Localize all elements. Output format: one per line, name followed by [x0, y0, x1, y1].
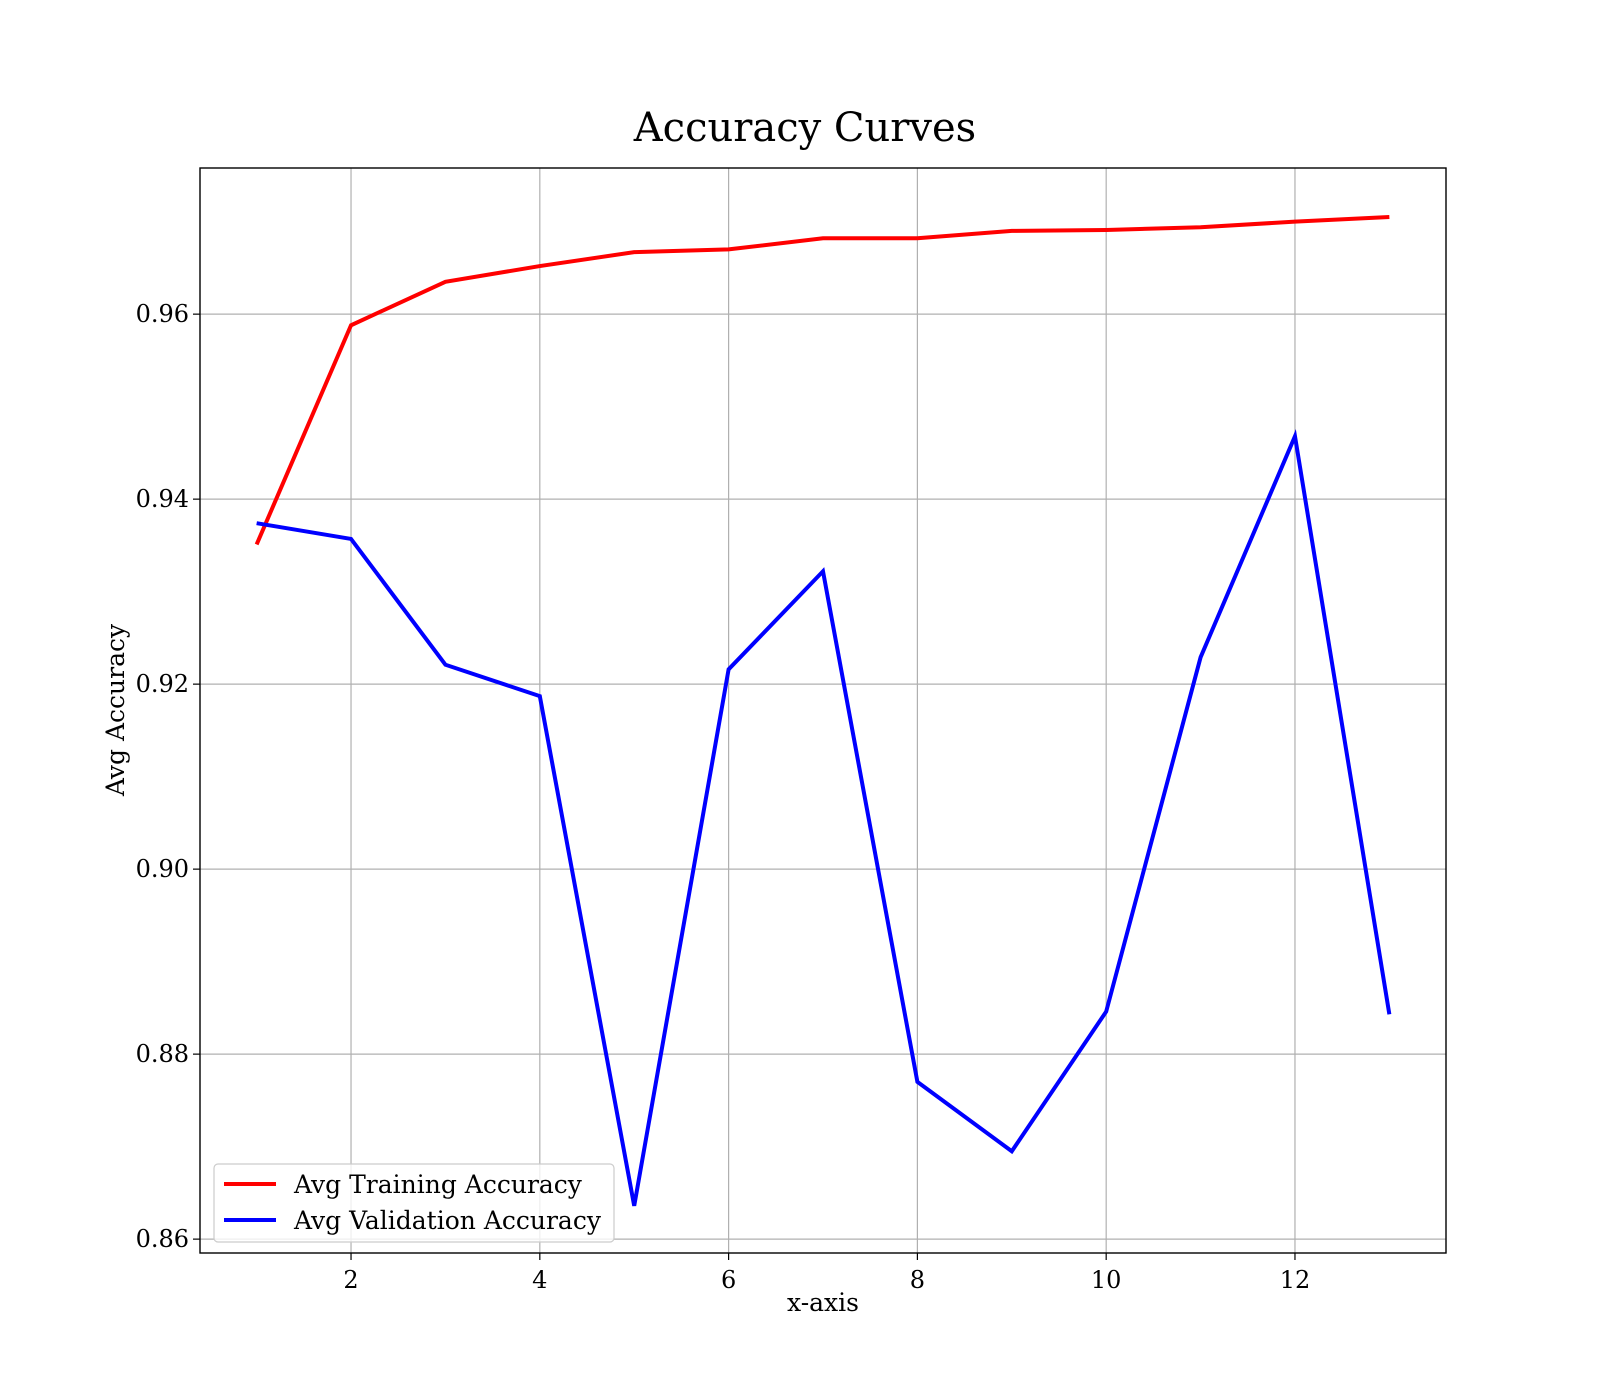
y-axis-label: Avg Accuracy [101, 623, 130, 797]
y-tick-label: 0.94 [136, 485, 189, 513]
legend-label: Avg Validation Accuracy [293, 1206, 602, 1235]
x-tick-label: 8 [910, 1266, 925, 1294]
grid-lines [200, 168, 1446, 1253]
plot-frame [199, 167, 1447, 1254]
x-axis-label: x-axis [787, 1288, 859, 1317]
y-tick-label: 0.90 [136, 855, 189, 883]
y-tick-label: 0.86 [136, 1225, 189, 1253]
legend-label: Avg Training Accuracy [293, 1170, 583, 1199]
x-tick-label: 2 [343, 1266, 358, 1294]
y-tick-label: 0.88 [136, 1040, 189, 1068]
x-tick-label: 12 [1280, 1266, 1311, 1294]
legend: Avg Training Accuracy Avg Validation Accu… [213, 1163, 615, 1243]
series-line-validation [256, 429, 1392, 1207]
x-tick-label: 4 [532, 1266, 547, 1294]
axis-ticks: 2 4 6 8 10 12 0.86 0.88 0.90 0.92 0.94 0.96 [136, 300, 1311, 1294]
x-tick-label: 10 [1091, 1266, 1122, 1294]
chart-title: Accuracy Curves [633, 105, 976, 151]
y-tick-label: 0.92 [136, 670, 189, 698]
series-line-training [254, 215, 1390, 546]
series-lines [254, 215, 1392, 1207]
legend-frame [213, 1163, 615, 1243]
y-tick-label: 0.96 [136, 300, 189, 328]
x-tick-label: 6 [721, 1266, 736, 1294]
